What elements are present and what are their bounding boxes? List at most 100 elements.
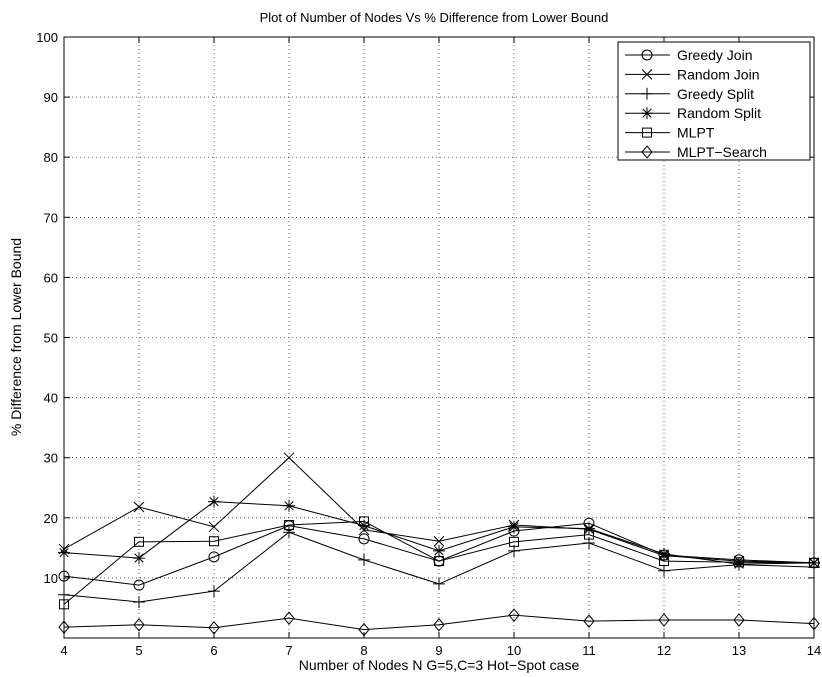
- x-tick-label: 9: [435, 643, 442, 658]
- data-point-mlpt: [134, 536, 144, 547]
- data-point-mlpt: [59, 599, 69, 610]
- legend-item-mlpt-search: MLPT−Search: [625, 144, 767, 160]
- y-tick-label: 20: [44, 511, 58, 526]
- legend-item-random-join: Random Join: [625, 66, 760, 82]
- data-point-random-join: [133, 501, 145, 513]
- data-point-mlpt-search: [658, 613, 670, 627]
- data-point-greedy-join: [208, 551, 220, 563]
- data-point-mlpt-search: [133, 617, 145, 632]
- x-tick-label: 5: [135, 643, 142, 658]
- series-group: [58, 452, 820, 637]
- data-point-mlpt: [284, 520, 294, 531]
- data-point-greedy-split: [283, 526, 295, 539]
- legend-marker-mlpt: [642, 127, 652, 138]
- x-tick-label: 14: [807, 643, 821, 658]
- legend-label: Greedy Split: [677, 86, 754, 102]
- legend-marker-random-split: [641, 107, 653, 120]
- data-point-greedy-split: [58, 588, 70, 601]
- data-point-mlpt-search: [208, 621, 220, 635]
- data-point-mlpt: [809, 557, 819, 568]
- legend-label: Random Join: [677, 66, 760, 82]
- data-point-mlpt-search: [58, 620, 70, 634]
- legend-label: MLPT: [677, 125, 715, 141]
- y-tick-label: 60: [44, 270, 58, 285]
- data-point-mlpt-search: [583, 614, 595, 628]
- x-tick-label: 8: [360, 643, 367, 658]
- x-axis-label: Number of Nodes N G=5,C=3 Hot−Spot case: [299, 657, 580, 673]
- y-tick-label: 80: [44, 150, 58, 165]
- data-point-greedy-join: [133, 579, 145, 591]
- series-mlpt: [59, 516, 819, 610]
- x-tick-label: 12: [657, 643, 671, 658]
- legend-marker-random-join: [641, 69, 653, 80]
- data-point-random-split: [133, 552, 145, 565]
- data-point-random-split: [58, 546, 70, 559]
- x-tick-label: 13: [732, 643, 746, 658]
- y-tick-label: 70: [44, 210, 58, 225]
- data-point-mlpt-search: [433, 617, 445, 632]
- legend-item-random-split: Random Split: [625, 105, 761, 121]
- data-point-random-split: [733, 558, 745, 571]
- data-point-random-split: [283, 499, 295, 512]
- legend-marker-mlpt-search: [641, 145, 653, 159]
- series-line-mlpt: [63, 520, 815, 605]
- y-tick-label: 100: [36, 30, 58, 45]
- series-mlpt-search: [58, 608, 820, 637]
- x-tick-label: 7: [285, 643, 292, 658]
- legend-marker-greedy-join: [641, 49, 653, 61]
- data-point-greedy-split: [133, 595, 145, 608]
- legend-box: [617, 41, 811, 161]
- legend-label: Greedy Join: [677, 47, 752, 63]
- x-tick-label: 4: [60, 643, 67, 658]
- series-line-mlpt-search: [63, 614, 815, 631]
- x-tick-label: 6: [210, 643, 217, 658]
- data-point-greedy-split: [658, 564, 670, 577]
- chart-title: Plot of Number of Nodes Vs % Difference …: [260, 10, 609, 25]
- data-point-random-split: [508, 520, 520, 533]
- grid-lines: [64, 37, 814, 638]
- data-point-mlpt: [734, 557, 744, 568]
- data-point-mlpt: [434, 556, 444, 567]
- data-point-greedy-join: [358, 533, 370, 545]
- data-point-random-join: [208, 521, 220, 533]
- legend-label: Random Split: [677, 105, 761, 121]
- data-point-greedy-join: [58, 570, 70, 582]
- data-point-greedy-split: [508, 544, 520, 557]
- y-tick-label: 90: [44, 90, 58, 105]
- data-point-greedy-split: [358, 553, 370, 566]
- data-point-mlpt: [584, 529, 594, 540]
- data-point-greedy-split: [433, 577, 445, 590]
- data-point-random-split: [208, 495, 220, 508]
- y-tick-label: 10: [44, 571, 58, 586]
- data-point-random-split: [433, 544, 445, 557]
- data-point-mlpt: [659, 556, 669, 567]
- x-tick-label: 10: [507, 643, 521, 658]
- legend-label: MLPT−Search: [677, 144, 767, 160]
- data-point-mlpt: [209, 536, 219, 547]
- data-point-random-join: [283, 452, 295, 464]
- y-tick-label: 50: [44, 331, 58, 346]
- legend: Greedy Join Random Join Greedy Split Random…: [617, 41, 811, 161]
- data-point-random-split: [583, 522, 595, 535]
- data-point-mlpt-search: [358, 622, 370, 637]
- data-point-random-split: [658, 547, 670, 560]
- series-greedy-split: [58, 526, 820, 608]
- data-point-mlpt: [509, 536, 519, 547]
- y-axis-label: % Difference from Lower Bound: [8, 238, 24, 436]
- data-point-mlpt-search: [808, 616, 820, 631]
- data-point-mlpt-search: [283, 611, 295, 625]
- data-point-greedy-split: [208, 585, 220, 598]
- x-tick-label: 11: [582, 643, 596, 658]
- data-point-mlpt: [359, 516, 369, 527]
- series-line-greedy-split: [63, 531, 815, 603]
- data-point-mlpt-search: [508, 608, 520, 622]
- data-point-mlpt-search: [733, 613, 745, 627]
- data-point-random-join: [433, 535, 445, 547]
- legend-item-greedy-join: Greedy Join: [625, 47, 752, 63]
- legend-item-mlpt: MLPT: [625, 125, 715, 141]
- y-tick-label: 40: [44, 391, 58, 406]
- axis-ticks: 4 5 6 7 8 9 10 11 12 13 14 10 20 30 40 50 60 70 80 90 100: [36, 30, 821, 658]
- y-tick-label: 30: [44, 451, 58, 466]
- legend-item-greedy-split: Greedy Split: [625, 86, 754, 102]
